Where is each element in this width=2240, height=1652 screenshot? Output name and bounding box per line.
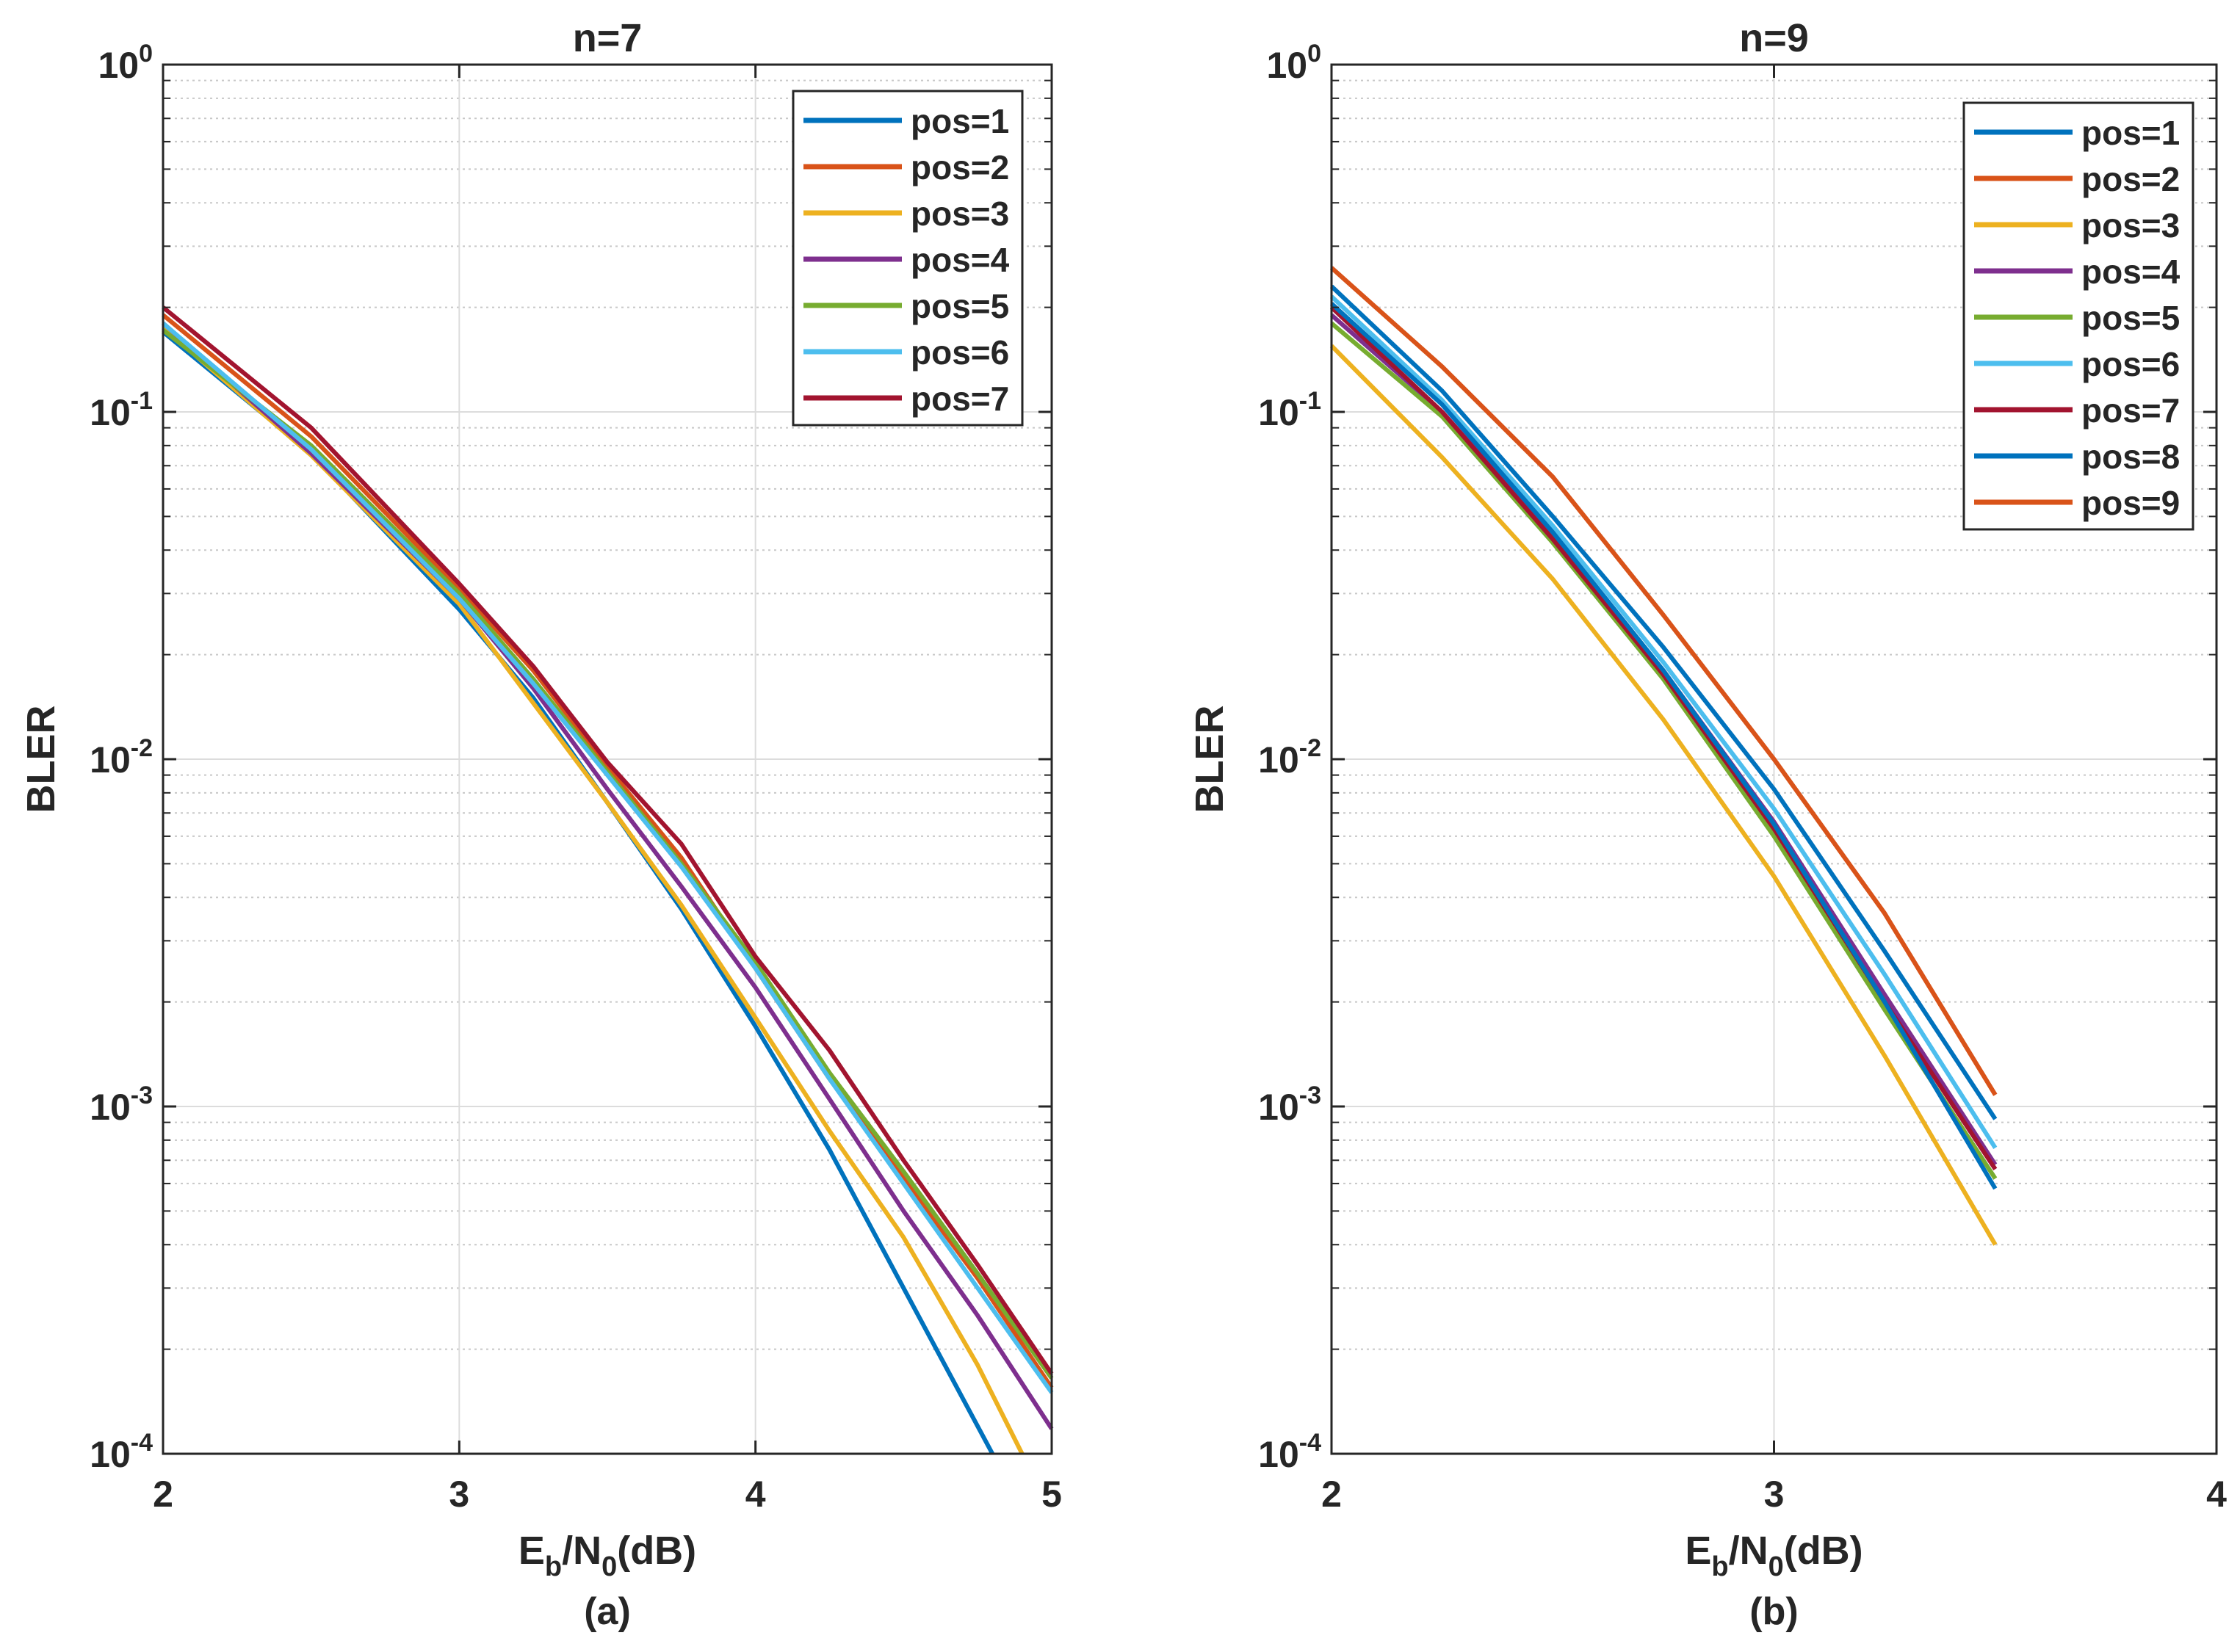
chart-title: n=9 — [1739, 16, 1809, 60]
legend-label: pos=2 — [911, 148, 1009, 186]
x-tick-label: 4 — [745, 1474, 766, 1515]
legend-label: pos=6 — [2081, 345, 2180, 383]
legend-label: pos=7 — [911, 380, 1009, 418]
chart-panel-1: 100 10-1 10-2 10-3 10-42 3 4 5 n=7 Eb/N0(dB) (a) BL… — [19, 16, 1062, 1633]
legend-label: pos=4 — [2081, 253, 2181, 291]
y-tick-label: 10-4 — [1258, 1429, 1321, 1475]
y-tick-label: 10-3 — [90, 1082, 153, 1128]
y-tick-label: 100 — [1266, 40, 1321, 86]
legend: pos=1 pos=2 pos=3 pos=4 pos=5 pos=6 pos=7 pos=8… — [1962, 101, 2194, 531]
x-axis-label: Eb/N0(dB) — [519, 1529, 696, 1582]
series-line-pos=1 — [1329, 284, 1998, 1120]
y-tick-label: 10-4 — [90, 1429, 153, 1475]
y-axis-label: BLER — [19, 706, 63, 814]
y-tick-label: 10-1 — [1258, 387, 1321, 433]
legend-label: pos=2 — [2081, 160, 2180, 198]
x-tick-label: 4 — [2206, 1474, 2227, 1515]
legend-label: pos=8 — [2081, 438, 2180, 476]
y-tick-label: 100 — [98, 40, 153, 86]
series-line-pos=2 — [162, 313, 1054, 1389]
series-line-pos=6 — [162, 322, 1054, 1394]
series-line-pos=3 — [162, 325, 1025, 1455]
legend-label: pos=3 — [911, 195, 1009, 233]
series-line-pos=3 — [1329, 344, 1998, 1246]
panel-caption: (b) — [1749, 1590, 1798, 1633]
series-line-pos=6 — [1329, 294, 1998, 1150]
x-tick-label: 3 — [1764, 1474, 1785, 1515]
chart-title: n=7 — [573, 16, 643, 60]
x-tick-label: 2 — [1321, 1474, 1342, 1515]
legend-label: pos=9 — [2081, 484, 2180, 522]
y-tick-label: 10-1 — [90, 387, 153, 433]
legend-label: pos=6 — [911, 333, 1009, 372]
legend-label: pos=1 — [2081, 114, 2180, 152]
legend-label: pos=3 — [2081, 206, 2180, 244]
y-axis-label: BLER — [1188, 706, 1232, 814]
panel-caption: (a) — [584, 1590, 631, 1633]
x-tick-label: 3 — [449, 1474, 469, 1515]
x-axis-label: Eb/N0(dB) — [1685, 1529, 1863, 1582]
legend-label: pos=7 — [2081, 391, 2180, 430]
legend-label: pos=4 — [911, 241, 1010, 279]
chart-panel-2: 100 10-1 10-2 10-3 10-42 3 4 n=9 Eb/N0(dB) (b) BLE… — [1188, 16, 2227, 1633]
legend-label: pos=5 — [911, 287, 1009, 325]
series-line-pos=9 — [1330, 266, 1998, 1096]
x-tick-label: 2 — [153, 1474, 173, 1515]
x-tick-label: 5 — [1041, 1474, 1062, 1515]
legend-label: pos=5 — [2081, 299, 2180, 337]
y-tick-label: 10-2 — [90, 734, 153, 780]
legend-label: pos=1 — [911, 102, 1009, 140]
y-tick-label: 10-3 — [1258, 1082, 1321, 1128]
series-line-pos=7 — [162, 305, 1054, 1375]
series-line-pos=5 — [1330, 322, 1998, 1180]
legend: pos=1 pos=2 pos=3 pos=4 pos=5 pos=6 pos=7 — [792, 90, 1024, 427]
series-line-pos=8 — [1329, 302, 1998, 1190]
y-tick-label: 10-2 — [1258, 734, 1321, 780]
